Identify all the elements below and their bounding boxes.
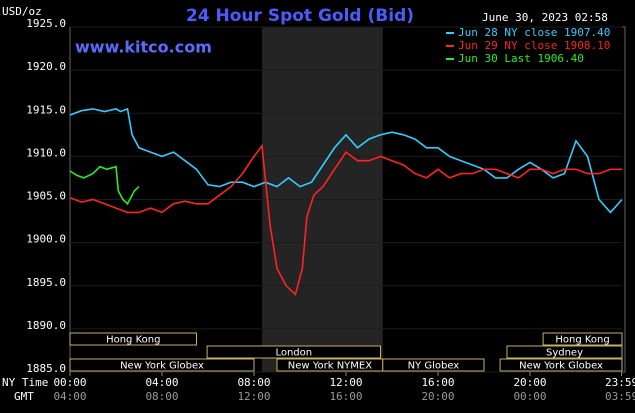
- y-tick-label: 1890.0: [26, 319, 66, 332]
- session-bar: [206, 345, 381, 359]
- legend-label: Jun 30 Last 1906.40: [458, 52, 584, 65]
- gmt-tick-label: 03:59: [605, 390, 635, 403]
- y-tick-label: 1925.0: [26, 17, 66, 30]
- chart-title: 24 Hour Spot Gold (Bid): [186, 6, 414, 26]
- session-bar: [506, 345, 623, 359]
- x-tick-label: 12:00: [329, 376, 362, 389]
- x-tick-label: 04:00: [145, 376, 178, 389]
- x-tick-label: 00:00: [53, 376, 86, 389]
- y-tick-label: 1905.0: [26, 190, 66, 203]
- session-label: New York Globex: [120, 361, 204, 372]
- price-line: [69, 165, 140, 206]
- gmt-tick-label: 00:00: [513, 390, 546, 403]
- gmt-tick-label: 12:00: [237, 390, 270, 403]
- x-tick-label: 16:00: [421, 376, 454, 389]
- watermark: www.kitco.com: [75, 38, 212, 57]
- session-bar: [499, 358, 623, 372]
- y-tick-label: 1895.0: [26, 276, 66, 289]
- session-bar: [382, 358, 485, 372]
- session-label: NY Globex: [408, 361, 460, 372]
- session-bar: [69, 332, 197, 346]
- y-axis-label: USD/oz: [2, 5, 42, 18]
- gmt-tick-label: 20:00: [421, 390, 454, 403]
- y-tick-label: 1900.0: [26, 233, 66, 246]
- x-tick-label: 23:59: [605, 376, 635, 389]
- y-tick-label: 1920.0: [26, 60, 66, 73]
- x-tick-label: 08:00: [237, 376, 270, 389]
- gmt-tick-label: 04:00: [53, 390, 86, 403]
- x-tick-label: 20:00: [513, 376, 546, 389]
- session-bar: [542, 332, 623, 346]
- price-line: [69, 107, 623, 214]
- session-label: Hong Kong: [555, 335, 609, 346]
- y-tick-label: 1885.0: [26, 362, 66, 375]
- gmt-tick-label: 08:00: [145, 390, 178, 403]
- price-line: [69, 143, 622, 296]
- session-label: London: [275, 348, 312, 359]
- legend-label: Jun 29 NY close 1908.10: [458, 39, 610, 52]
- session-label: New York Globex: [519, 361, 603, 372]
- legend-label: Jun 28 NY close 1907.40: [458, 26, 610, 39]
- session-label: New York NYMEX: [288, 361, 373, 372]
- session-bar: [69, 358, 255, 372]
- session-label: Hong Kong: [106, 335, 160, 346]
- x-row-label: NY Time: [2, 376, 48, 389]
- gmt-row-label: GMT: [14, 390, 34, 403]
- gmt-tick-label: 16:00: [329, 390, 362, 403]
- timestamp: June 30, 2023 02:58: [482, 11, 608, 24]
- y-tick-label: 1910.0: [26, 146, 66, 159]
- session-label: Sydney: [546, 348, 583, 359]
- y-tick-label: 1915.0: [26, 103, 66, 116]
